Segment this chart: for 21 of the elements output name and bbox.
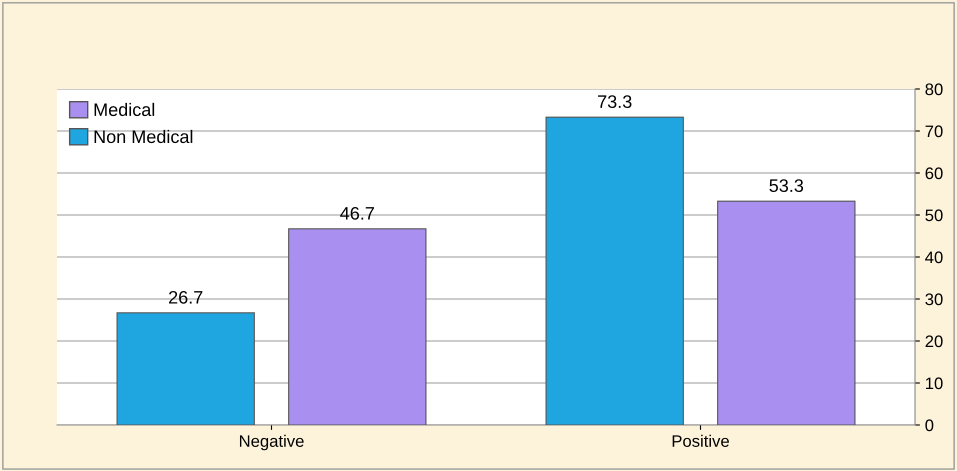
x-tick-label: Negative [240, 434, 304, 450]
data-label: 26.7 [169, 290, 202, 304]
y-tick-label: 80 [925, 83, 943, 96]
bar [288, 228, 426, 425]
y-tick-label: 70 [926, 125, 943, 138]
legend-label: Non Medical [94, 130, 192, 144]
y-tick-label: 0 [925, 419, 934, 432]
bar [116, 312, 255, 425]
y-tick-label: 40 [925, 251, 943, 264]
y-tick-label: 20 [926, 335, 943, 348]
y-tick-label: 60 [926, 167, 943, 180]
x-tick-label: Positive [672, 434, 729, 447]
bar [717, 200, 856, 425]
data-label: 46.7 [340, 206, 374, 220]
y-tick-label: 30 [925, 293, 943, 306]
y-tick-label: 10 [926, 377, 943, 390]
data-label: 73.3 [598, 95, 632, 108]
data-label: 53.3 [769, 179, 804, 192]
bar [546, 116, 684, 425]
legend-label: Medical [94, 102, 154, 116]
y-tick-label: 50 [925, 209, 943, 222]
